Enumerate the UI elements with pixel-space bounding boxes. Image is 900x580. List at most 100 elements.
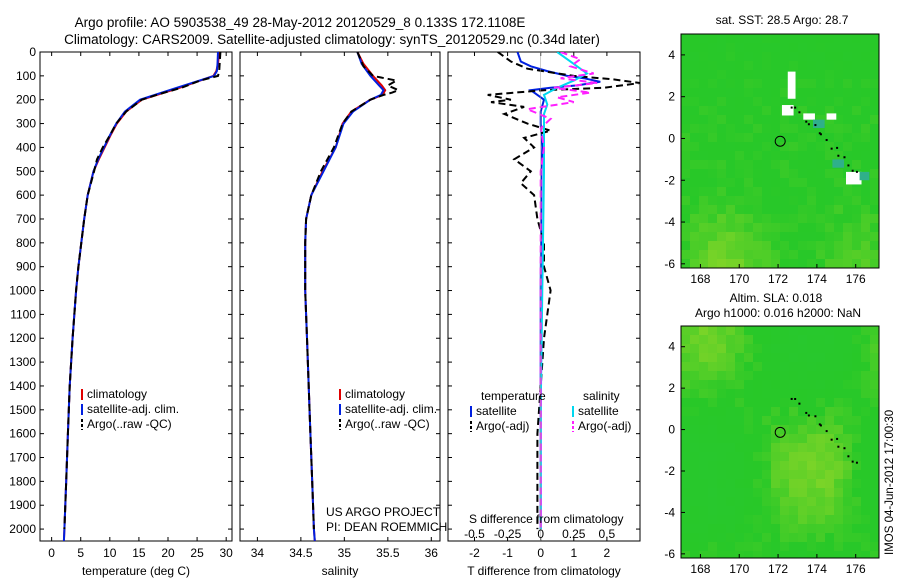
map-cell: [753, 79, 762, 88]
map-y-tick-label: -4: [664, 215, 675, 229]
map-cell: [690, 151, 699, 160]
map-x-tick-label: 174: [807, 562, 827, 576]
map-cell: [717, 133, 726, 142]
map-cell: [744, 169, 753, 178]
map-cell: [789, 61, 798, 70]
map-cell: [852, 326, 861, 335]
map-cell: [699, 142, 708, 151]
map-cell: [807, 488, 816, 497]
map-cell: [798, 178, 807, 187]
map-cell: [825, 97, 834, 106]
map-cell: [843, 70, 852, 79]
map-cell: [861, 497, 870, 506]
map-cell: [717, 34, 726, 43]
map-cell: [762, 434, 771, 443]
map-cell: [771, 223, 780, 232]
x-tick-label: 0: [48, 546, 55, 560]
map-cell: [798, 452, 807, 461]
map-cell: [843, 497, 852, 506]
map-cell: [762, 205, 771, 214]
map-cell: [735, 497, 744, 506]
map-cell: [780, 178, 789, 187]
map-cell: [789, 434, 798, 443]
map-cell: [861, 205, 870, 214]
map-cell: [789, 169, 798, 178]
map-cell: [735, 542, 744, 551]
plot-layer: 0100200300400500600700800900100011001200…: [9, 13, 880, 578]
map-cell: [807, 196, 816, 205]
panel-salinity: 34 34.5 35 35.5 36 salinity climatologysatelli…: [239, 51, 447, 578]
map-cell: [726, 398, 735, 407]
map-cell: [780, 452, 789, 461]
map-cell: [753, 452, 762, 461]
map-cell: [780, 250, 789, 259]
map-cell: [744, 142, 753, 151]
map-cell: [771, 488, 780, 497]
map-cell: [771, 398, 780, 407]
map-cell: [771, 88, 780, 97]
map-cell: [789, 34, 798, 43]
map-cell: [690, 52, 699, 61]
map-cell: [852, 461, 861, 470]
map-cell: [699, 169, 708, 178]
island-speck: [836, 146, 839, 149]
map-cell: [780, 434, 789, 443]
map-cell: [798, 124, 807, 133]
map-cell: [744, 398, 753, 407]
map-cell: [726, 353, 735, 362]
map-cell: [708, 205, 717, 214]
map-cell: [825, 470, 834, 479]
map-cell: [870, 425, 879, 434]
map-cell: [681, 416, 690, 425]
map-cell: [681, 250, 690, 259]
map-cell: [708, 196, 717, 205]
map-cell: [843, 335, 852, 344]
map-cell: [798, 151, 807, 160]
map-cell: [681, 88, 690, 97]
map-cell: [852, 515, 861, 524]
map-cell: [816, 326, 825, 335]
map-cell: [798, 335, 807, 344]
map-cell: [780, 542, 789, 551]
map-cell: [735, 61, 744, 70]
map-cell: [744, 97, 753, 106]
map-cell: [762, 106, 771, 115]
map-cell: [771, 461, 780, 470]
map-x-tick-label: 176: [846, 272, 866, 286]
map-cell: [861, 389, 870, 398]
map-cell: [762, 124, 771, 133]
map-cell: [762, 43, 771, 52]
map-cell: [708, 515, 717, 524]
map-cell: [735, 133, 744, 142]
map-cell: [681, 133, 690, 142]
map-cell: [798, 34, 807, 43]
map-cell: [690, 61, 699, 70]
map-cell: [699, 106, 708, 115]
map-cell: [870, 106, 879, 115]
map-cell: [681, 515, 690, 524]
map-cell: [735, 488, 744, 497]
map-cell: [726, 70, 735, 79]
map-cell: [690, 79, 699, 88]
map-cell: [699, 407, 708, 416]
map-cell: [690, 389, 699, 398]
map-cell: [861, 34, 870, 43]
no-data-patch: [846, 171, 862, 185]
map-cell: [834, 551, 843, 558]
series-line-argorawqc: [63, 52, 222, 530]
map-cell: [744, 551, 753, 558]
depth-tick-label: 1500: [9, 403, 36, 417]
map-cell: [807, 362, 816, 371]
depth-tick-label: 500: [16, 164, 36, 178]
map-cell: [717, 142, 726, 151]
island-speck: [798, 402, 801, 405]
map-cell: [807, 371, 816, 380]
x-tick-label: 34.5: [289, 546, 313, 560]
map-cell: [735, 335, 744, 344]
map-cell: [852, 160, 861, 169]
map-cell: [699, 133, 708, 142]
map-cell: [843, 344, 852, 353]
map-cell: [789, 52, 798, 61]
map-cell: [843, 232, 852, 241]
